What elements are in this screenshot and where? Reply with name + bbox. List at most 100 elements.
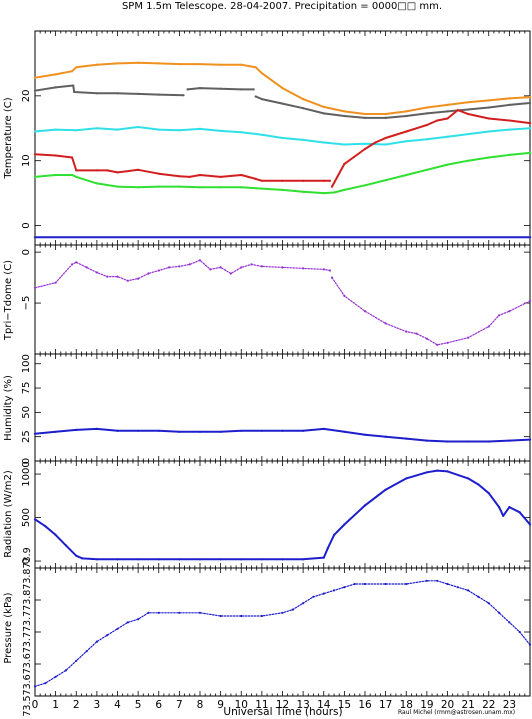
x-tick-label: 18 <box>400 699 413 711</box>
panel-tpri-tdome: Tpri−Tdome (C) −5 0 <box>3 244 532 355</box>
data-point <box>54 128 57 131</box>
data-point <box>157 62 160 65</box>
data-point <box>415 332 418 335</box>
panel-temperature: Temperature (C) 0 10 20 <box>3 30 532 246</box>
data-point <box>33 685 37 688</box>
data-point <box>405 330 408 333</box>
x-tick-label: 21 <box>461 699 474 711</box>
data-point <box>54 430 57 433</box>
data-point <box>446 135 449 138</box>
x-tick-label: 22 <box>482 699 495 711</box>
data-point <box>302 179 305 182</box>
data-point <box>240 429 243 432</box>
data-point <box>436 469 439 472</box>
plot-frame <box>34 353 531 462</box>
data-point <box>322 112 325 115</box>
data-point <box>467 589 470 592</box>
data-point <box>75 659 78 662</box>
data-point <box>467 440 470 443</box>
data-point <box>328 269 331 272</box>
data-point <box>73 90 76 94</box>
data-point <box>436 343 439 346</box>
data-point <box>106 634 109 637</box>
data-point <box>363 433 367 436</box>
data-point <box>178 63 181 66</box>
data-point <box>126 279 129 282</box>
data-point <box>405 173 408 177</box>
data-point <box>498 314 501 317</box>
data-point <box>330 185 334 188</box>
data-point <box>425 337 428 340</box>
series-line-temperature-4 <box>34 126 531 146</box>
data-point <box>425 112 428 115</box>
data-point <box>198 186 202 189</box>
data-point <box>528 643 532 646</box>
data-point <box>281 102 284 105</box>
panel-radiation: Radiation (W/m2) 0 500 1000 <box>3 460 532 569</box>
data-point <box>95 63 98 66</box>
data-point <box>456 109 459 112</box>
data-point <box>467 159 470 162</box>
data-point <box>446 440 449 443</box>
panel-humidity: Humidity (%) 0 25 50 75 100 <box>3 353 532 464</box>
data-point <box>178 558 181 561</box>
data-point <box>116 429 119 432</box>
data-point <box>281 179 284 182</box>
data-point <box>508 103 511 106</box>
data-point <box>178 185 181 188</box>
y-tick-label: 25 <box>21 430 32 443</box>
data-point <box>363 504 367 507</box>
series-line-temperature-6 <box>331 109 531 188</box>
data-point <box>75 428 78 431</box>
data-point <box>95 169 98 172</box>
data-point <box>33 89 37 92</box>
data-point <box>425 168 428 171</box>
data-point <box>219 430 222 433</box>
y-tick-label: 0 <box>21 222 32 228</box>
data-point <box>219 266 222 269</box>
data-point <box>353 582 356 586</box>
data-point <box>260 179 263 182</box>
data-point <box>436 579 439 582</box>
series-line-temperature-1 <box>34 84 185 97</box>
data-point <box>333 533 336 537</box>
x-tick-label: 8 <box>197 699 204 711</box>
y-tick-label: 1000 <box>21 461 32 486</box>
data-point <box>343 110 346 113</box>
data-point <box>219 129 222 132</box>
data-point <box>95 182 98 185</box>
data-point <box>302 190 305 193</box>
data-point <box>106 275 109 278</box>
data-point <box>384 116 387 119</box>
data-point <box>528 122 532 125</box>
data-point <box>528 299 532 303</box>
data-point <box>528 438 532 441</box>
y-tick-label: 100 <box>21 354 32 373</box>
data-point <box>106 169 109 172</box>
y-axis-label-radiation: Radiation (W/m2) <box>3 470 14 558</box>
data-point <box>330 276 334 279</box>
data-point <box>326 546 329 550</box>
data-point <box>446 341 449 344</box>
data-point <box>95 271 98 274</box>
y-tick-label: 20 <box>21 89 32 102</box>
data-point <box>254 177 257 180</box>
data-point <box>363 142 367 145</box>
data-point <box>446 470 449 473</box>
data-point <box>240 88 243 91</box>
data-point <box>240 186 243 189</box>
data-point <box>446 110 449 113</box>
data-point <box>343 523 346 526</box>
data-point <box>95 127 98 130</box>
data-point <box>508 506 511 509</box>
data-point <box>54 173 57 177</box>
data-point <box>240 558 243 561</box>
data-point <box>487 440 490 443</box>
data-point <box>384 488 387 491</box>
data-point <box>302 558 305 561</box>
data-point <box>425 471 428 474</box>
data-point <box>343 162 346 165</box>
data-point <box>363 116 367 119</box>
data-point <box>240 266 243 269</box>
data-point <box>425 106 428 109</box>
